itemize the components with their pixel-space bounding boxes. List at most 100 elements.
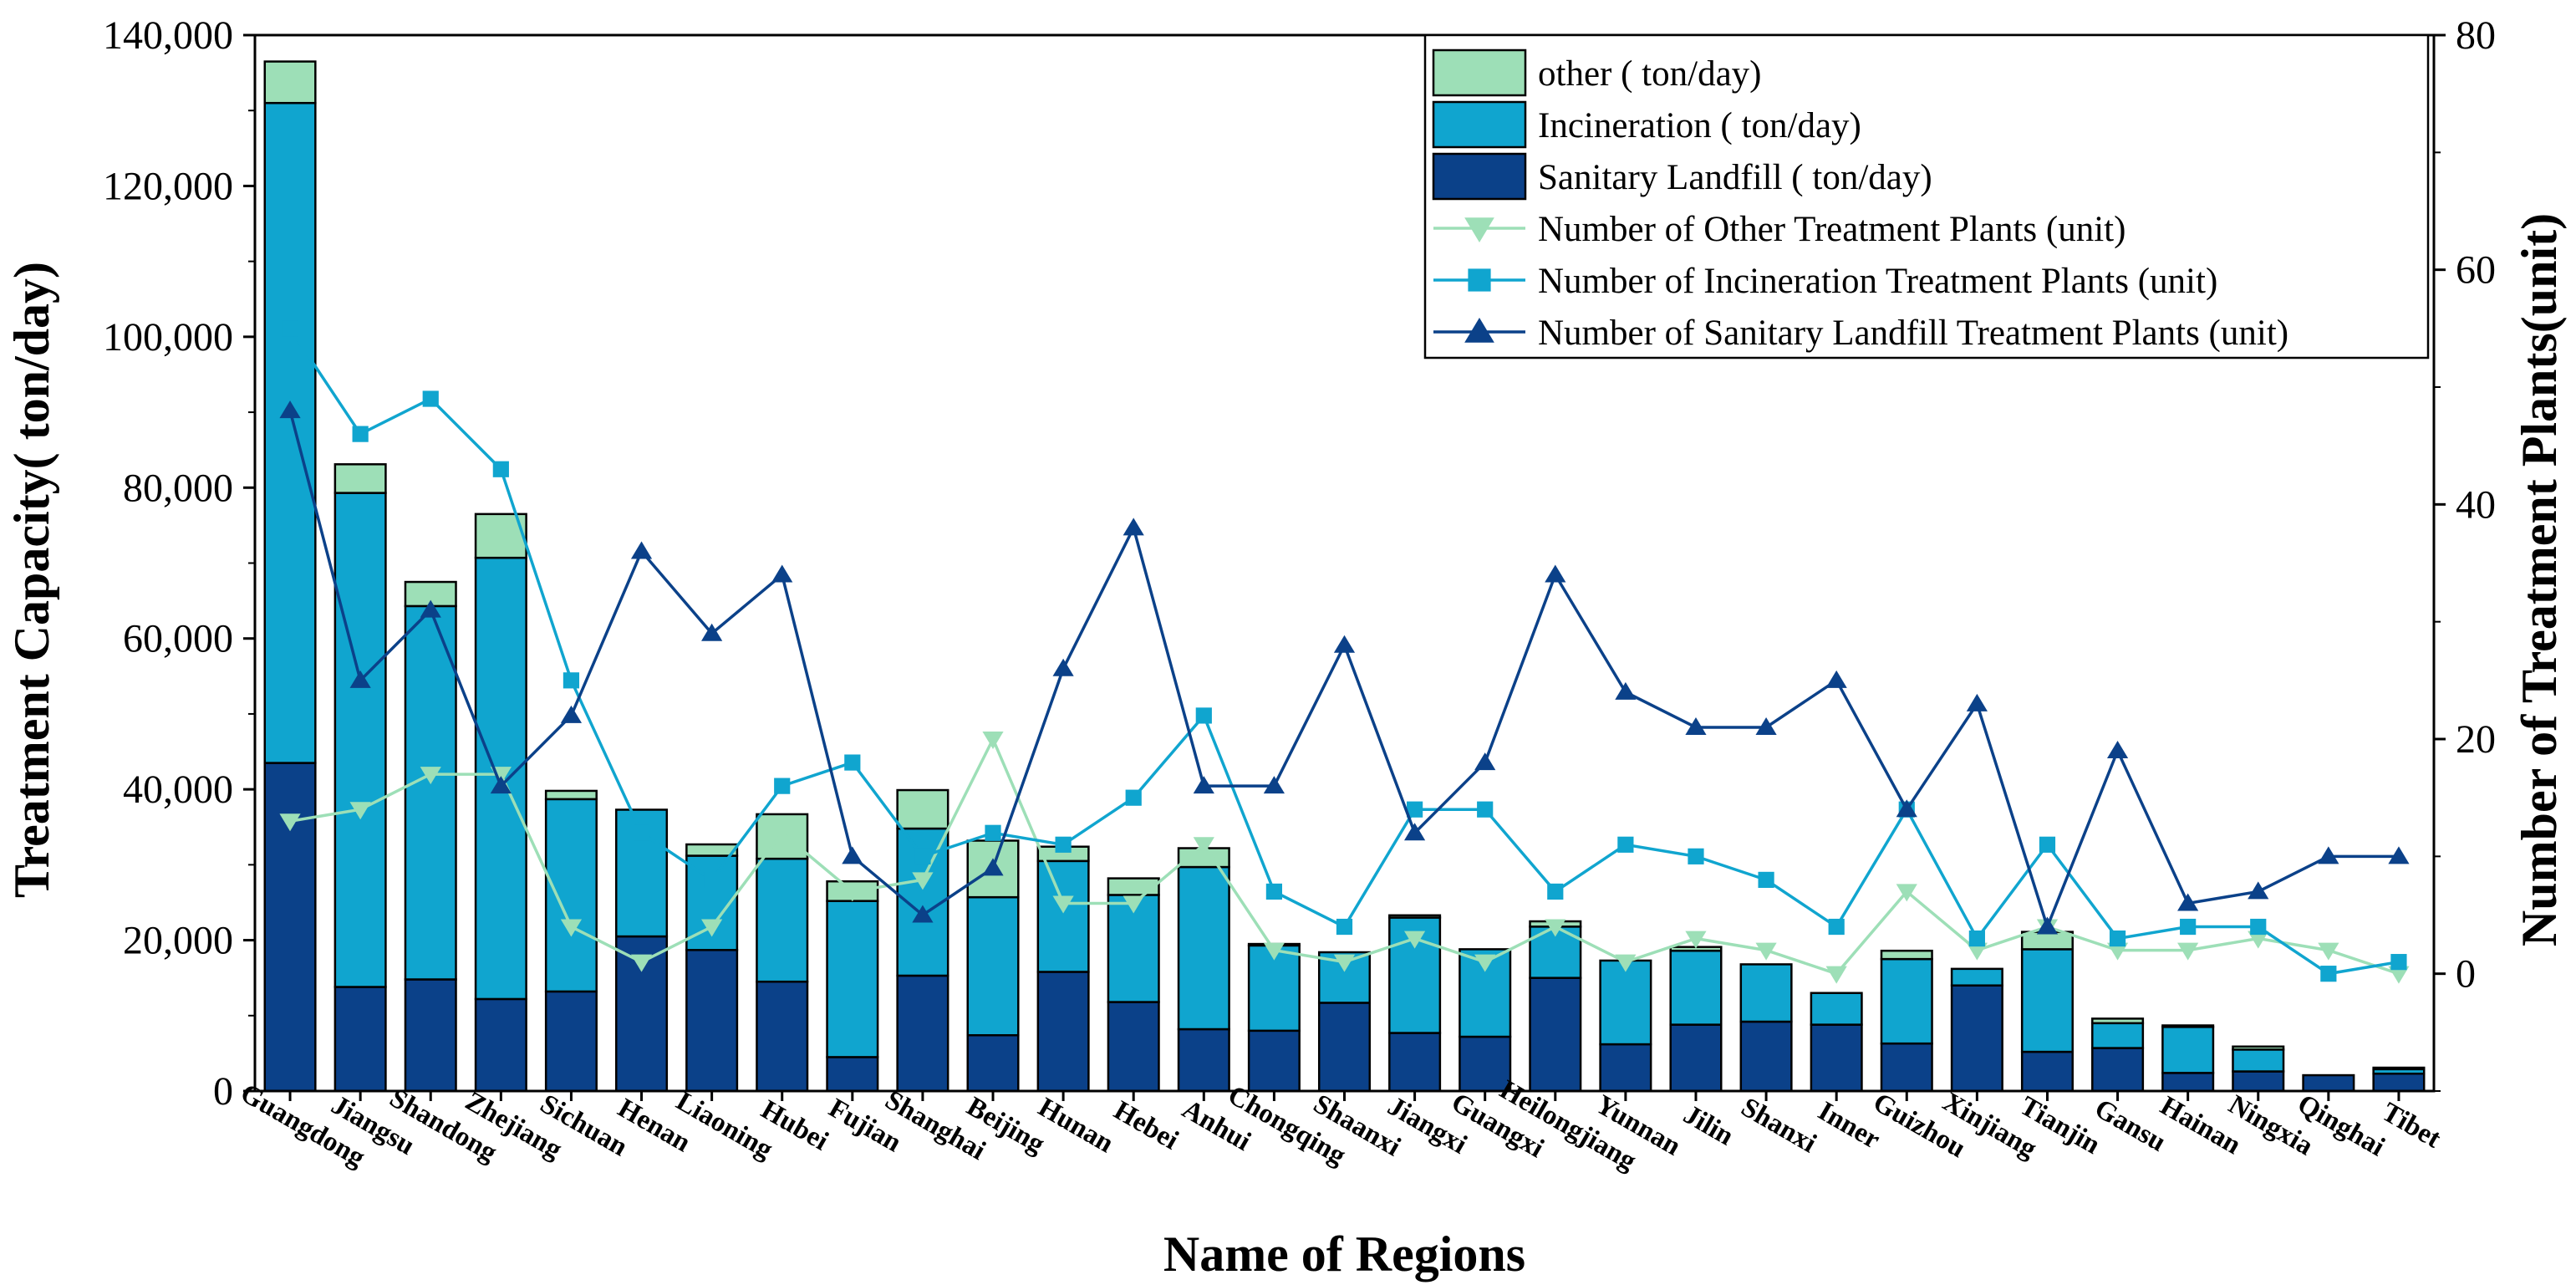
- other-plants-point: [2106, 942, 2129, 961]
- incineration-plants-point: [352, 426, 369, 442]
- landfill-plants-point: [1263, 776, 1285, 794]
- y2-tick-label: 0: [2456, 952, 2476, 997]
- landfill-plants-point: [2177, 893, 2199, 911]
- other-plants-point: [1474, 954, 1496, 972]
- legend: other ( ton/day) Incineration ( ton/day) S…: [1423, 33, 2430, 359]
- other-plants-point: [279, 813, 301, 832]
- incineration-bar: [2020, 948, 2074, 1053]
- landfill-plants-point: [1755, 716, 1777, 735]
- legend-marker: [1464, 318, 1494, 343]
- incineration-plants-point: [2180, 918, 2197, 936]
- legend-swatch: [1432, 48, 1527, 97]
- incineration-bar: [404, 604, 457, 981]
- other-plants-point: [1545, 919, 1566, 937]
- other-plants-point: [1966, 942, 1988, 961]
- y-tick-label: 20,000: [123, 919, 233, 963]
- other-bar: [1107, 877, 1160, 896]
- landfill-bar: [2091, 1047, 2145, 1093]
- landfill-bar: [685, 949, 739, 1093]
- legend-label: other ( ton/day): [1538, 54, 1761, 94]
- incineration-plants-point: [1758, 871, 1774, 888]
- incineration-plants-point: [2390, 954, 2407, 971]
- other-bar: [544, 789, 598, 801]
- incineration-plants-point: [1617, 836, 1634, 853]
- y-tick-label: 120,000: [103, 164, 233, 208]
- landfill-bar: [966, 1033, 1020, 1093]
- landfill-plants-point: [630, 541, 653, 559]
- legend-swatch: [1432, 100, 1527, 149]
- other-bar: [2161, 1024, 2215, 1028]
- legend-label: Sanitary Landfill ( ton/day): [1538, 158, 1932, 197]
- landfill-plants-point: [842, 846, 863, 864]
- x-axis-title: Name of Regions: [1163, 1226, 1525, 1282]
- landfill-bar: [404, 978, 457, 1093]
- incineration-bar: [263, 101, 317, 764]
- landfill-plants-point: [1825, 670, 1847, 688]
- x-category-label: Jilin: [1678, 1099, 1739, 1151]
- incineration-plants-point: [1406, 801, 1423, 818]
- landfill-plants-point: [1193, 776, 1214, 794]
- landfill-bar: [263, 762, 317, 1093]
- other-plants-point: [1333, 954, 1356, 972]
- landfill-bar: [1599, 1043, 1652, 1093]
- other-plants-point: [1403, 931, 1426, 949]
- other-plants-point: [1896, 884, 1917, 902]
- legend-label: Number of Incineration Treatment Plants …: [1538, 262, 2217, 301]
- incineration-plants-point: [914, 848, 931, 864]
- y-axis-title: Treatment Capacity( ton/day): [4, 262, 59, 898]
- landfill-plants-point: [1052, 658, 1074, 676]
- landfill-plants-point: [2388, 846, 2410, 864]
- landfill-bar: [1036, 971, 1090, 1093]
- landfill-bar: [474, 997, 527, 1093]
- landfill-plants-point: [912, 905, 934, 923]
- incineration-plants-point: [2250, 918, 2267, 936]
- landfill-bar: [756, 980, 809, 1093]
- y-tick-label: 80,000: [123, 466, 233, 510]
- landfill-plants-point: [1545, 564, 1566, 583]
- other-plants-point: [1755, 942, 1777, 961]
- other-plants-line: [289, 735, 2400, 976]
- other-plants-point: [1615, 954, 1637, 972]
- landfill-plants-point: [1123, 518, 1144, 536]
- landfill-plants-point: [1966, 693, 1988, 711]
- landfill-bar: [1317, 1002, 1372, 1093]
- y-tick-label: 40,000: [123, 767, 233, 812]
- incineration-plants-point: [1125, 789, 1142, 806]
- landfill-bar: [1810, 1023, 1863, 1093]
- other-plants-point: [2318, 942, 2339, 961]
- incineration-plants-point: [1828, 918, 1845, 936]
- incineration-plants-point: [844, 754, 861, 771]
- landfill-plants-point: [1333, 635, 1356, 653]
- x-category-label: Tibet: [2377, 1097, 2446, 1154]
- incineration-bar: [1739, 963, 1793, 1023]
- landfill-bar: [1388, 1032, 1442, 1093]
- landfill-plants-point: [1474, 752, 1496, 771]
- other-plants-point: [982, 732, 1004, 749]
- incineration-plants-point: [633, 824, 650, 841]
- landfill-bar: [1950, 984, 2003, 1093]
- other-plants-point: [1685, 931, 1707, 949]
- incineration-plants-point: [1055, 836, 1072, 853]
- y-tick-label: 140,000: [103, 13, 233, 58]
- other-plants-point: [842, 884, 863, 902]
- legend-label: Number of Sanitary Landfill Treatment Pl…: [1538, 314, 2288, 353]
- other-bar: [2372, 1066, 2426, 1071]
- landfill-bar: [544, 990, 598, 1093]
- incineration-plants-point: [1688, 848, 1704, 864]
- x-category-label: Shanxi: [1736, 1092, 1821, 1159]
- incineration-plants-point: [2109, 930, 2126, 947]
- landfill-bar: [2020, 1050, 2074, 1093]
- landfill-bar: [1459, 1035, 1512, 1093]
- incineration-plants-point: [492, 461, 509, 477]
- incineration-plants-point: [985, 824, 1001, 841]
- landfill-plants-point: [2248, 881, 2269, 900]
- y-tick-label: 100,000: [103, 315, 233, 359]
- other-plants-point: [349, 802, 371, 820]
- landfill-bar: [1177, 1027, 1230, 1093]
- other-bar: [263, 60, 317, 105]
- incineration-plants-point: [1547, 883, 1564, 900]
- incineration-plants-point: [1968, 930, 1985, 947]
- other-plants-point: [2248, 931, 2269, 949]
- legend-label: Number of Other Treatment Plants (unit): [1538, 210, 2125, 249]
